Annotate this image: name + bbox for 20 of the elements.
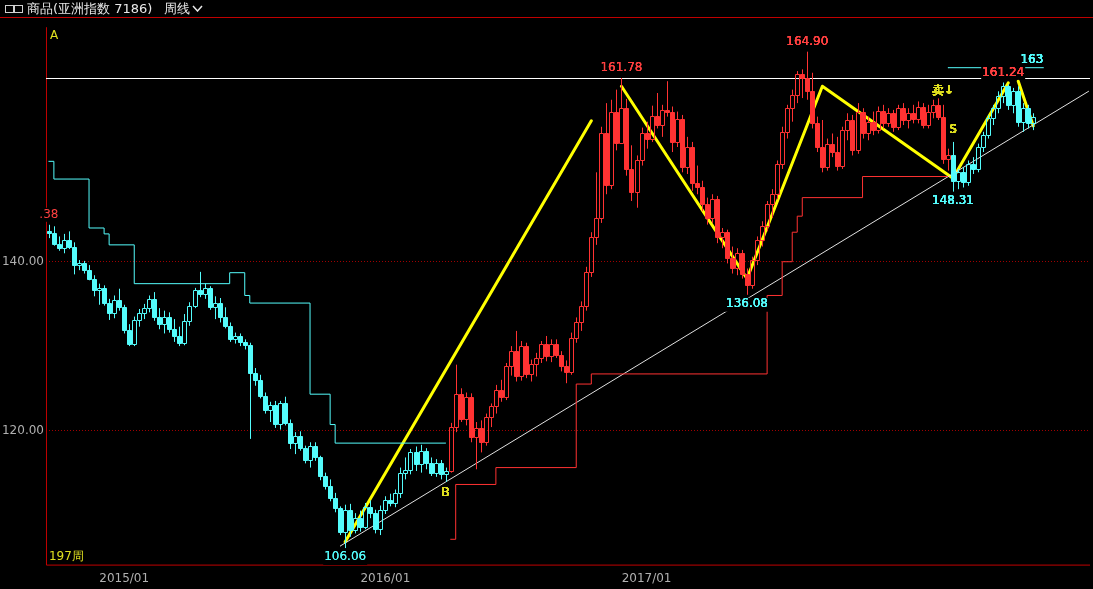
annotation: B (441, 485, 450, 500)
annotation: 106.06 (324, 549, 367, 564)
annotation: 148.31 (931, 192, 974, 207)
y-tick-label: 140.00 (1, 253, 44, 268)
annotation: 136.08 (726, 295, 769, 310)
x-tick-label: 2017/01 (621, 570, 672, 585)
chart-title: 商品(亚洲指数 7186) (27, 0, 153, 17)
annotation: 161.24 (982, 64, 1025, 79)
annotation: 卖↓ (931, 83, 954, 98)
x-tick-label: 2016/01 (360, 570, 411, 585)
chart-subtitle: 周线 (164, 0, 191, 17)
x-tick-label: 2015/01 (99, 570, 150, 585)
annotation: 161.78 (600, 60, 643, 75)
annotation: 164.90 (786, 33, 829, 48)
annotation: S (949, 122, 957, 137)
annotation: 163 (1020, 51, 1044, 66)
y-tick-label: 120.00 (1, 422, 44, 437)
annotation: A (49, 28, 59, 43)
annotation: .38 (39, 206, 59, 221)
annotation: 197周 (48, 548, 84, 563)
